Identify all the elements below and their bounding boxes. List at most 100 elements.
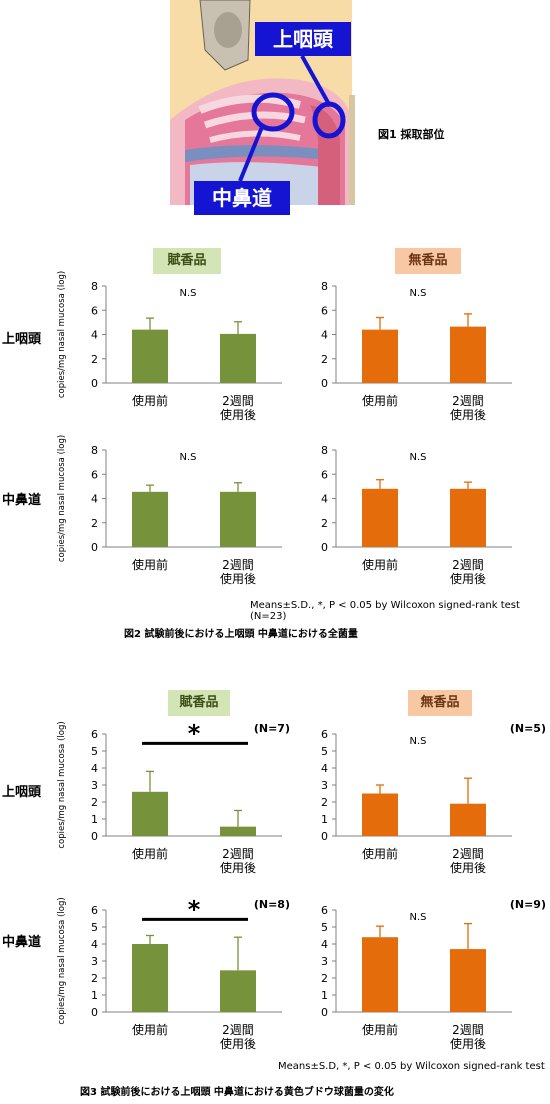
- x-tick-label: 2週間使用後: [220, 394, 256, 422]
- bar: [220, 826, 256, 836]
- sample-size-label: (N=7): [254, 722, 290, 735]
- x-tick-label: 2週間使用後: [220, 847, 256, 875]
- fig2-caption: 図2 試験前後における上咽頭 中鼻道における全菌量: [124, 629, 358, 640]
- y-tick-label: 2: [91, 517, 98, 530]
- fig3-row-label-middle-meatus: 中鼻道: [2, 935, 42, 950]
- y-tick-label: 8: [321, 280, 328, 293]
- bar: [132, 791, 168, 836]
- fig3-group-label-unscented: 無香品: [408, 690, 472, 716]
- y-tick-label: 3: [321, 955, 328, 968]
- fig2-chart-middle-meatus-fragrance: copies/mg nasal mucosa (log) 0 2 4 6 8 使用前 2週間使…: [57, 435, 282, 586]
- y-tick-label: 0: [321, 1006, 328, 1019]
- y-tick-label: 0: [321, 377, 328, 390]
- y-tick-label: 4: [321, 762, 328, 775]
- y-tick-label: 4: [91, 762, 98, 775]
- fig3-chart-middle-meatus-unscented: 0 1 2 3 4 5 6 使用前 2週間使用後 N.S (N=9): [321, 898, 546, 1051]
- fig3-chart-nasopharynx-unscented: 0 1 2 3 4 5 6 使用前 2週間使用後 N.S (N=5): [321, 722, 546, 875]
- fig3-chart-nasopharynx-fragrance: copies/mg nasal mucosa (log) 0 1 2 3 4 5 6 使用前 2週…: [57, 719, 290, 875]
- y-tick-label: 0: [321, 830, 328, 843]
- y-tick-label: 4: [321, 938, 328, 951]
- x-tick-label: 2週間使用後: [450, 394, 486, 422]
- y-tick-label: 2: [321, 972, 328, 985]
- y-tick-label: 1: [91, 813, 98, 826]
- y-axis-label: copies/mg nasal mucosa (log): [57, 435, 67, 562]
- y-tick-label: 6: [91, 728, 98, 741]
- sample-size-label: (N=9): [510, 898, 546, 911]
- y-tick-label: 6: [321, 304, 328, 317]
- x-tick-label: 使用前: [362, 393, 398, 408]
- fig3-method-note: Means±S.D, *, P < 0.05 by Wilcoxon signe…: [278, 1061, 545, 1072]
- bar: [220, 333, 256, 383]
- y-tick-label: 0: [91, 1006, 98, 1019]
- y-tick-label: 5: [91, 745, 98, 758]
- bar: [450, 326, 486, 383]
- y-axis-label: copies/mg nasal mucosa (log): [57, 897, 67, 1024]
- y-tick-label: 6: [91, 468, 98, 481]
- y-tick-label: 0: [321, 541, 328, 554]
- x-tick-label: 2週間使用後: [220, 1023, 256, 1051]
- bar: [450, 803, 486, 836]
- significance-asterisk: *: [188, 895, 201, 923]
- y-tick-label: 6: [91, 304, 98, 317]
- x-tick-label: 使用前: [362, 1022, 398, 1037]
- y-tick-label: 4: [91, 329, 98, 342]
- y-tick-label: 6: [321, 728, 328, 741]
- x-tick-label: 2週間使用後: [450, 847, 486, 875]
- fig2-row-label-nasopharynx: 上咽頭: [2, 332, 42, 347]
- bar: [132, 491, 168, 547]
- y-tick-label: 6: [321, 468, 328, 481]
- y-tick-label: 5: [321, 921, 328, 934]
- sample-size-label: (N=8): [254, 898, 290, 911]
- fig3-caption: 図3 試験前後における上咽頭 中鼻道における黄色ブドウ球菌量の変化: [80, 1087, 394, 1098]
- bar: [132, 944, 168, 1012]
- x-tick-label: 使用前: [132, 393, 168, 408]
- y-axis-label: copies/mg nasal mucosa (log): [57, 271, 67, 398]
- x-tick-label: 使用前: [362, 557, 398, 572]
- bar: [362, 329, 398, 383]
- bar: [132, 329, 168, 383]
- y-tick-label: 0: [91, 541, 98, 554]
- y-tick-label: 2: [91, 972, 98, 985]
- y-tick-label: 6: [91, 904, 98, 917]
- fig2-chart-middle-meatus-unscented: 0 2 4 6 8 使用前 2週間使用後 N.S: [321, 444, 512, 586]
- ns-annotation: N.S: [409, 452, 426, 463]
- fig2-chart-nasopharynx-fragrance: copies/mg nasal mucosa (log) 0 2 4 6 8 使用前 2週間使…: [57, 271, 282, 422]
- y-tick-label: 3: [321, 779, 328, 792]
- sample-size-label: (N=5): [510, 722, 546, 735]
- y-tick-label: 8: [321, 444, 328, 457]
- x-tick-label: 使用前: [132, 557, 168, 572]
- bar: [220, 491, 256, 547]
- y-tick-label: 4: [91, 938, 98, 951]
- y-tick-label: 1: [91, 989, 98, 1002]
- y-tick-label: 2: [321, 517, 328, 530]
- y-tick-label: 8: [91, 444, 98, 457]
- y-tick-label: 1: [321, 989, 328, 1002]
- x-tick-label: 2週間使用後: [220, 558, 256, 586]
- fig2-group-label-fragrance: 賦香品: [153, 248, 221, 274]
- x-tick-label: 2週間使用後: [450, 558, 486, 586]
- y-tick-label: 1: [321, 813, 328, 826]
- fig3-row-label-nasopharynx: 上咽頭: [2, 785, 42, 800]
- callout-middle-meatus: 中鼻道: [194, 181, 290, 215]
- x-tick-label: 2週間使用後: [450, 1023, 486, 1051]
- y-tick-label: 4: [321, 329, 328, 342]
- y-axis-label: copies/mg nasal mucosa (log): [57, 721, 67, 848]
- y-tick-label: 4: [91, 493, 98, 506]
- fig2-row-label-middle-meatus: 中鼻道: [2, 493, 42, 508]
- y-tick-label: 6: [321, 904, 328, 917]
- y-tick-label: 2: [91, 353, 98, 366]
- y-tick-label: 5: [321, 745, 328, 758]
- y-tick-label: 5: [91, 921, 98, 934]
- ns-annotation: N.S: [409, 736, 426, 747]
- ns-annotation: N.S: [409, 912, 426, 923]
- ns-annotation: N.S: [179, 452, 196, 463]
- y-tick-label: 0: [91, 377, 98, 390]
- y-tick-label: 0: [91, 830, 98, 843]
- y-tick-label: 3: [91, 955, 98, 968]
- fig3-chart-middle-meatus-fragrance: copies/mg nasal mucosa (log) 0 1 2 3 4 5 6 使用前 2週…: [57, 895, 290, 1051]
- y-tick-label: 8: [91, 280, 98, 293]
- bar: [450, 949, 486, 1012]
- x-tick-label: 使用前: [132, 1022, 168, 1037]
- y-tick-label: 2: [321, 353, 328, 366]
